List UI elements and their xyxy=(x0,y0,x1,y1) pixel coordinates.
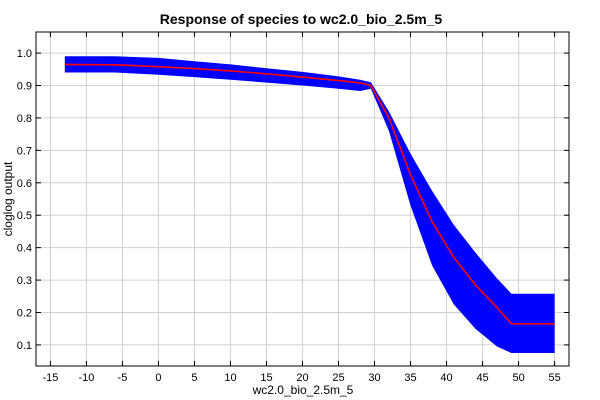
x-tick-label: 10 xyxy=(224,372,236,384)
x-tick-label: 20 xyxy=(296,372,308,384)
x-tick-label: 55 xyxy=(548,372,560,384)
x-tick-label: 45 xyxy=(476,372,488,384)
x-tick-label: 35 xyxy=(404,372,416,384)
confidence-band xyxy=(64,56,555,354)
x-tick-label: 0 xyxy=(155,372,161,384)
x-tick-label: 5 xyxy=(191,372,197,384)
x-axis-ticks: -15 -10 -5 0 5 10 15 20 25 30 35 40 45 50 55 xyxy=(42,32,561,384)
y-tick-label: 0.8 xyxy=(17,113,32,125)
x-tick-label: 25 xyxy=(332,372,344,384)
y-tick-label: 0.2 xyxy=(17,307,32,319)
x-tick-label: 40 xyxy=(440,372,452,384)
series-lines xyxy=(64,63,555,325)
x-tick-label: -15 xyxy=(42,372,58,384)
chart-title: Response of species to wc2.0_bio_2.5m_5 xyxy=(160,11,443,27)
x-tick-label: -10 xyxy=(78,372,94,384)
y-axis-label: cloglog output xyxy=(1,161,15,236)
y-tick-label: 1.0 xyxy=(17,48,32,60)
x-tick-label: -5 xyxy=(118,372,128,384)
x-tick-label: 30 xyxy=(368,372,380,384)
x-axis-label: wc2.0_bio_2.5m_5 xyxy=(252,383,354,397)
y-tick-label: 0.9 xyxy=(17,81,32,93)
uncertainty-band xyxy=(64,56,555,354)
y-tick-label: 0.1 xyxy=(17,340,32,352)
y-axis-ticks: 0.1 0.2 0.3 0.4 0.5 0.6 0.7 0.8 0.9 1.0 xyxy=(17,48,569,352)
mean-response-line xyxy=(64,63,555,325)
y-tick-label: 0.3 xyxy=(17,275,32,287)
x-tick-label: 15 xyxy=(260,372,272,384)
y-tick-label: 0.6 xyxy=(17,178,32,190)
y-tick-label: 0.4 xyxy=(17,243,32,255)
x-tick-label: 50 xyxy=(512,372,524,384)
y-tick-label: 0.7 xyxy=(17,145,32,157)
y-tick-label: 0.5 xyxy=(17,210,32,222)
